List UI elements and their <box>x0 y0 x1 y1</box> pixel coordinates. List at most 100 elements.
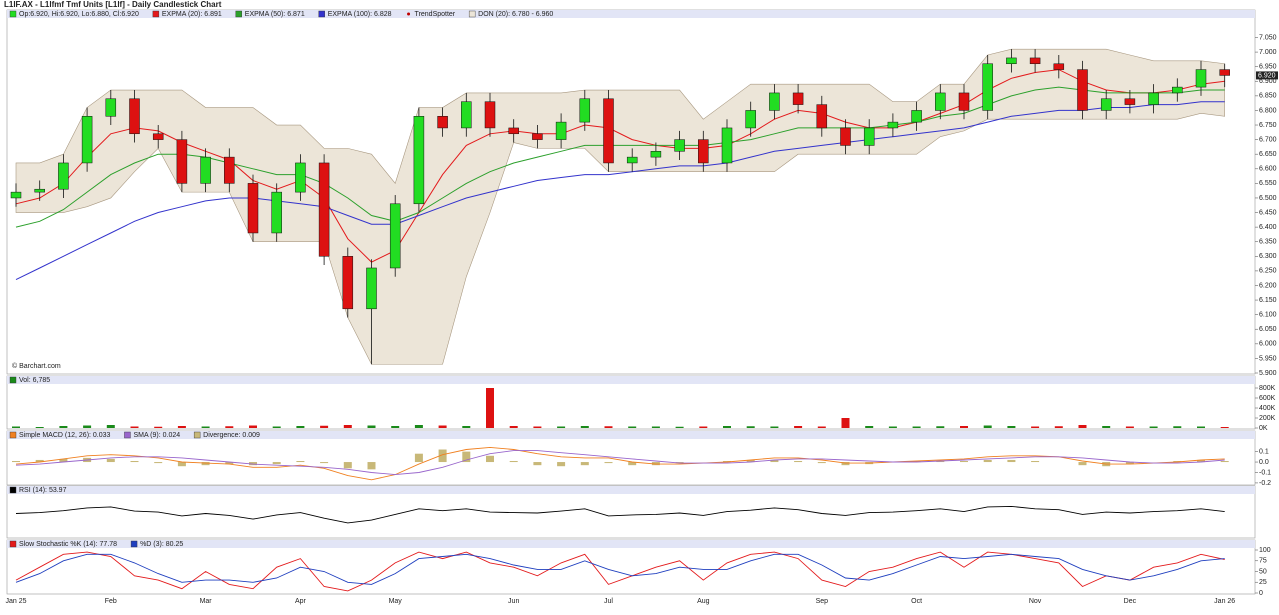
x-tick-label: Oct <box>911 598 922 605</box>
indicator-line <box>15 553 1225 585</box>
volume-bar <box>272 426 281 428</box>
candle-body <box>484 101 496 129</box>
y-tick-label: 75 <box>1259 558 1267 565</box>
legend-label: EXPMA (100): 6.828 <box>328 11 392 18</box>
x-tick-label: Aug <box>697 598 710 605</box>
volume-bar <box>154 426 163 428</box>
panel-header <box>7 10 1255 18</box>
volume-bar <box>557 426 566 428</box>
volume-bar <box>794 426 803 428</box>
divergence-bar <box>960 461 968 463</box>
divergence-bar <box>936 461 945 463</box>
y-tick-label: 6.450 <box>1259 209 1277 216</box>
divergence-bar <box>651 462 660 466</box>
candle-body <box>318 162 330 257</box>
candle-body <box>863 127 875 146</box>
volume-bar <box>841 418 850 428</box>
y-tick-label: 400K <box>1259 405 1276 412</box>
legend-label: Divergence: 0.009 <box>203 432 260 439</box>
x-tick-label: May <box>389 598 403 605</box>
divergence-bar <box>1031 461 1040 463</box>
legend-label: RSI (14): 53.97 <box>19 487 67 494</box>
y-tick-label: 6.500 <box>1259 195 1277 202</box>
volume-bar <box>1197 426 1205 428</box>
volume-bar <box>1220 427 1229 428</box>
credit: © Barchart.com <box>12 362 61 370</box>
divergence-bar <box>841 462 850 466</box>
divergence-bar <box>486 455 494 463</box>
divergence-bar <box>675 462 684 464</box>
candle-body <box>1195 69 1207 88</box>
y-tick-label: 6.600 <box>1259 166 1277 173</box>
volume-bar <box>936 426 945 428</box>
volume-bar <box>675 426 684 428</box>
legend-swatch <box>124 431 131 439</box>
candle-body <box>129 98 140 135</box>
candle-body <box>840 127 851 146</box>
y-tick-label: 100 <box>1259 547 1271 554</box>
y-tick-label: 6.350 <box>1259 239 1277 246</box>
volume-bar <box>723 426 731 428</box>
y-tick-label: 6.300 <box>1259 253 1277 260</box>
x-tick-label: Mar <box>200 598 213 605</box>
divergence-bar <box>557 462 566 467</box>
last-price-label: 6.920 <box>1258 72 1276 79</box>
volume-bar <box>130 426 139 428</box>
divergence-bar <box>106 458 115 463</box>
y-tick-label: 25 <box>1259 579 1267 586</box>
candle-body <box>958 92 970 111</box>
candle-body <box>935 92 946 111</box>
y-tick-label: 0.1 <box>1259 448 1269 455</box>
candle-body <box>295 162 306 193</box>
divergence-bar <box>272 462 281 465</box>
divergence-bar <box>1173 461 1182 463</box>
candle-body <box>698 139 709 164</box>
volume-bar <box>888 426 897 428</box>
divergence-bar <box>177 462 186 467</box>
indicator-line <box>15 551 1225 592</box>
divergence-bar <box>580 462 589 466</box>
volume-bar <box>604 426 613 428</box>
candle-body <box>982 63 993 111</box>
divergence-bar <box>249 462 257 466</box>
volume-bar <box>1031 426 1040 428</box>
candle-body <box>1148 92 1159 105</box>
legend-label: Slow Stochastic %K (14): 77.78 <box>19 541 117 548</box>
x-tick-label: Dec <box>1124 598 1137 605</box>
divergence-bar <box>343 462 352 469</box>
divergence-bar <box>1197 459 1205 463</box>
divergence-bar <box>983 459 992 463</box>
volume-bar <box>1149 426 1158 428</box>
y-tick-label: 6.650 <box>1259 151 1277 158</box>
legend-swatch <box>9 540 17 548</box>
x-tick-label: Apr <box>295 598 307 605</box>
candle-body <box>532 133 543 140</box>
divergence-bar <box>320 462 329 464</box>
volume-bar <box>628 426 637 428</box>
ema-line <box>15 69 1225 263</box>
divergence-bar <box>604 462 613 464</box>
candle-body <box>105 98 117 117</box>
candle-body <box>200 156 211 184</box>
volume-bar <box>983 425 992 428</box>
divergence-bar <box>462 451 471 463</box>
y-tick-label: 200K <box>1259 415 1276 422</box>
candle-body <box>911 110 922 123</box>
candle-body <box>1219 69 1230 76</box>
divergence-bar <box>794 461 803 463</box>
volume-bar <box>1173 426 1182 428</box>
x-tick-label: Jan 26 <box>1214 598 1235 605</box>
legend-label: %D (3): 80.25 <box>140 541 183 548</box>
legend-label: Simple MACD (12, 26): 0.033 <box>19 432 111 439</box>
divergence-bar <box>296 461 305 463</box>
candle-body <box>1006 57 1017 65</box>
candle-body <box>769 92 780 111</box>
panel-header <box>7 540 1255 548</box>
legend-swatch <box>235 10 242 18</box>
y-tick-label: -0.2 <box>1259 480 1271 487</box>
x-tick-label: Jan 25 <box>5 598 26 605</box>
volume-bar <box>1054 426 1063 428</box>
volume-bar <box>746 426 755 428</box>
volume-bar <box>83 425 92 428</box>
volume-bar <box>1125 426 1134 428</box>
